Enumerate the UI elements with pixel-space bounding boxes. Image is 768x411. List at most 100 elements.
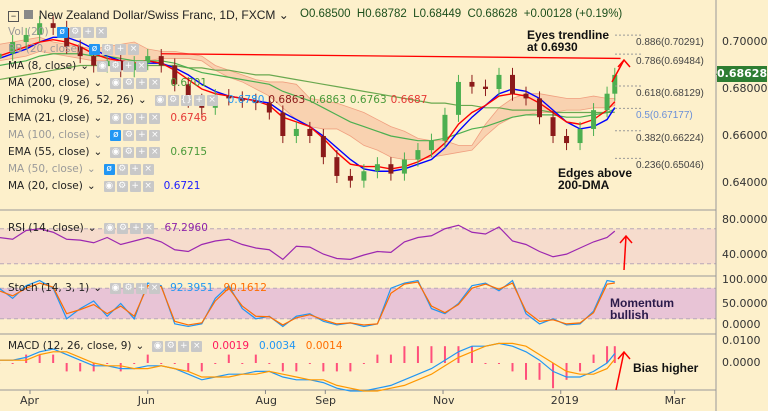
legend-buttons[interactable]: ◉ ⚙ + ×: [110, 112, 161, 124]
eye-icon[interactable]: ◉: [110, 146, 122, 158]
settings-icon[interactable]: ⚙: [110, 60, 121, 72]
eye-icon[interactable]: ◉: [110, 77, 122, 89]
legend-buttons[interactable]: ø ⚙ + ×: [56, 26, 107, 38]
legend-macd[interactable]: MACD (12, 26, close, 9) ⌄ ◉ ⚙ + × 0.0019 0.003…: [8, 340, 343, 352]
fib-label: 0.886(0.70291): [636, 37, 704, 49]
add-icon[interactable]: +: [178, 340, 190, 352]
close-icon[interactable]: ×: [149, 112, 161, 124]
close-icon[interactable]: ×: [143, 222, 155, 234]
close-icon[interactable]: ×: [149, 77, 161, 89]
close-icon[interactable]: ×: [149, 282, 161, 294]
close-icon[interactable]: ×: [206, 94, 218, 106]
add-icon[interactable]: +: [130, 222, 142, 234]
legend-buttons[interactable]: ◉ ⚙ + ×: [152, 340, 203, 352]
settings-icon[interactable]: ⚙: [117, 222, 129, 234]
settings-icon[interactable]: ⚙: [69, 26, 81, 38]
settings-icon[interactable]: ⚙: [123, 77, 135, 89]
eye-icon[interactable]: ◉: [103, 180, 115, 192]
add-icon[interactable]: +: [136, 282, 148, 294]
legend-buttons[interactable]: ◉ ⚙ + ×: [110, 77, 161, 89]
close-icon[interactable]: ×: [95, 26, 107, 38]
legend-buttons[interactable]: ø ⚙ + ×: [110, 129, 161, 141]
eye-icon[interactable]: ◉: [110, 112, 122, 124]
macd-histogram-bar: [268, 363, 271, 364]
settings-icon[interactable]: ⚙: [123, 112, 135, 124]
add-icon[interactable]: +: [136, 129, 148, 141]
macd-histogram-bar: [160, 363, 163, 364]
legend-ma8[interactable]: MA (8, close) ⌄ ◉ ⚙ + ×: [8, 60, 147, 72]
hidden-icon[interactable]: ø: [56, 26, 68, 38]
legend-buttons[interactable]: ◉ ⚙ + ×: [110, 146, 161, 158]
legend-bb[interactable]: BB (20, close) ø ⚙ + ×: [8, 43, 140, 55]
arrow-head-icon: [617, 350, 631, 360]
hidden-icon[interactable]: ø: [89, 43, 101, 55]
chevron-down-icon[interactable]: ⌄: [278, 8, 289, 22]
close-icon[interactable]: ×: [149, 146, 161, 158]
collapse-icon[interactable]: −: [8, 11, 19, 22]
legend-vol[interactable]: Vol (20) ø ⚙ + ×: [8, 26, 107, 38]
legend-ema21[interactable]: EMA (21, close) ⌄ ◉ ⚙ + × 0.6746: [8, 112, 208, 124]
close-icon[interactable]: ×: [191, 340, 203, 352]
settings-icon[interactable]: ⚙: [123, 282, 135, 294]
settings-icon[interactable]: ⚙: [167, 94, 179, 106]
flag-icon: [24, 10, 34, 19]
add-icon[interactable]: +: [129, 163, 141, 175]
source-icon[interactable]: {}: [180, 94, 193, 106]
legend-ma100[interactable]: MA (100, close) ⌄ ø ⚙ + ×: [8, 129, 161, 141]
candle-body: [91, 56, 97, 66]
close-icon[interactable]: ×: [128, 43, 140, 55]
close-icon[interactable]: ×: [142, 180, 154, 192]
settings-icon[interactable]: ⚙: [165, 340, 177, 352]
settings-icon[interactable]: ⚙: [116, 180, 128, 192]
legend-buttons[interactable]: ø ⚙ + ×: [89, 43, 140, 55]
add-icon[interactable]: +: [123, 60, 134, 72]
close-icon[interactable]: ×: [149, 129, 161, 141]
legend-buttons[interactable]: ◉ ⚙ + ×: [103, 180, 154, 192]
hidden-icon[interactable]: ø: [110, 129, 122, 141]
symbol-title[interactable]: − New Zealand Dollar/Swiss Franc, 1D, FX…: [8, 8, 289, 22]
eye-icon[interactable]: ◉: [97, 60, 108, 72]
legend-buttons[interactable]: ◉ ⚙ + ×: [97, 60, 147, 72]
legend-ema55[interactable]: EMA (55, close) ⌄ ◉ ⚙ + × 0.6715: [8, 146, 208, 158]
eye-icon[interactable]: ◉: [152, 340, 164, 352]
legend-label: RSI (14, close): [8, 222, 84, 234]
legend-ma20[interactable]: MA (20, close) ⌄ ◉ ⚙ + × 0.6721: [8, 180, 201, 192]
settings-icon[interactable]: ⚙: [116, 163, 128, 175]
macd-tick: 0.0100: [722, 334, 761, 347]
candle-body: [226, 96, 232, 99]
legend-ma200[interactable]: MA (200, close) ⌄ ◉ ⚙ + × 0.6701: [8, 77, 208, 89]
legend-buttons[interactable]: ø ⚙ + ×: [103, 163, 154, 175]
rsi-tick: 40.0000: [722, 248, 768, 261]
add-icon[interactable]: +: [136, 77, 148, 89]
close-icon[interactable]: ×: [142, 163, 154, 175]
legend-ichimoku[interactable]: Ichimoku (9, 26, 52, 26) ⌄ ◉ ⚙{} + × 0.6780 …: [8, 94, 428, 106]
add-icon[interactable]: +: [129, 180, 141, 192]
settings-icon[interactable]: ⚙: [102, 43, 114, 55]
add-icon[interactable]: +: [136, 112, 148, 124]
legend-buttons[interactable]: ◉ ⚙{} + ×: [154, 94, 218, 106]
legend-buttons[interactable]: ◉ ⚙ + ×: [104, 222, 155, 234]
add-icon[interactable]: +: [82, 26, 94, 38]
hidden-icon[interactable]: ø: [103, 163, 115, 175]
legend-rsi[interactable]: RSI (14, close) ⌄ ◉ ⚙ + × 67.2960: [8, 222, 208, 234]
settings-icon[interactable]: ⚙: [123, 129, 135, 141]
eye-icon[interactable]: ◉: [110, 282, 122, 294]
legend-ma50[interactable]: MA (50, close) ⌄ ø ⚙ + ×: [8, 163, 154, 175]
add-icon[interactable]: +: [115, 43, 127, 55]
high-value: H0.68782: [356, 8, 407, 20]
close-icon[interactable]: ×: [136, 60, 147, 72]
candle-body: [0, 53, 2, 59]
legend-stoch[interactable]: Stoch (14, 3, 1) ⌄ ◉ ⚙ + × 92.3951 90.1612: [8, 282, 267, 294]
ema21-value: 0.6746: [170, 112, 208, 124]
add-icon[interactable]: +: [136, 146, 148, 158]
legend-buttons[interactable]: ◉ ⚙ + ×: [110, 282, 161, 294]
eye-icon[interactable]: ◉: [154, 94, 166, 106]
red-arrow-icon: [615, 351, 625, 391]
legend-label: MA (200, close): [8, 77, 90, 89]
add-icon[interactable]: +: [193, 94, 205, 106]
eye-icon[interactable]: ◉: [104, 222, 116, 234]
legend-label: Ichimoku (9, 26, 52, 26): [8, 94, 134, 106]
rsi-band: [0, 228, 716, 264]
settings-icon[interactable]: ⚙: [123, 146, 135, 158]
